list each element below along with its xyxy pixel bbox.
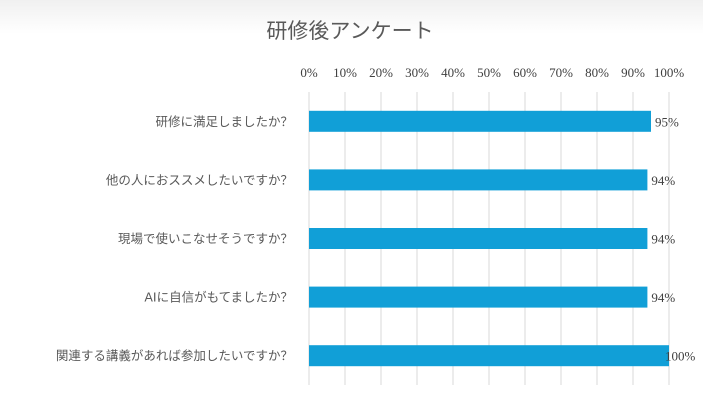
bar: [309, 286, 648, 308]
x-tick-label: 100%: [654, 65, 685, 80]
x-tick-label: 0%: [300, 65, 318, 80]
bar: [309, 169, 648, 191]
category-label: 他の人におススメしたいですか？: [106, 172, 293, 187]
x-tick-label: 40%: [441, 65, 465, 80]
category-labels: 研修に満足しましたか？ 他の人におススメしたいですか？ 現場で使いこなせそうですか？…: [56, 114, 293, 363]
category-label: 関連する講義があれば参加したいですか？: [56, 348, 293, 363]
category-label: 現場で使いこなせそうですか？: [118, 231, 293, 246]
x-tick-label: 10%: [333, 65, 357, 80]
x-tick-label: 50%: [477, 65, 501, 80]
data-label: 100%: [665, 349, 696, 364]
bars: [309, 110, 669, 367]
x-tick-label: 90%: [621, 65, 645, 80]
category-label: AIに自信がもてましたか？: [144, 290, 293, 305]
chart-title: 研修後アンケート: [266, 19, 433, 43]
x-tick-label: 70%: [549, 65, 573, 80]
bar: [309, 345, 669, 367]
x-tick-label: 80%: [585, 65, 609, 80]
value-labels: 95% 94% 94% 94% 100%: [651, 114, 695, 363]
bar: [309, 228, 648, 249]
bar: [309, 110, 651, 132]
x-tick-label: 60%: [513, 65, 537, 80]
data-label: 94%: [651, 290, 675, 305]
x-tick-label: 30%: [405, 65, 429, 80]
x-axis-ticks: 0% 10% 20% 30% 40% 50% 60% 70% 80% 90% 100%: [300, 65, 684, 80]
data-label: 94%: [651, 232, 675, 247]
data-label: 94%: [651, 173, 675, 188]
x-tick-label: 20%: [369, 65, 393, 80]
category-label: 研修に満足しましたか？: [155, 114, 293, 129]
data-label: 95%: [655, 114, 679, 129]
